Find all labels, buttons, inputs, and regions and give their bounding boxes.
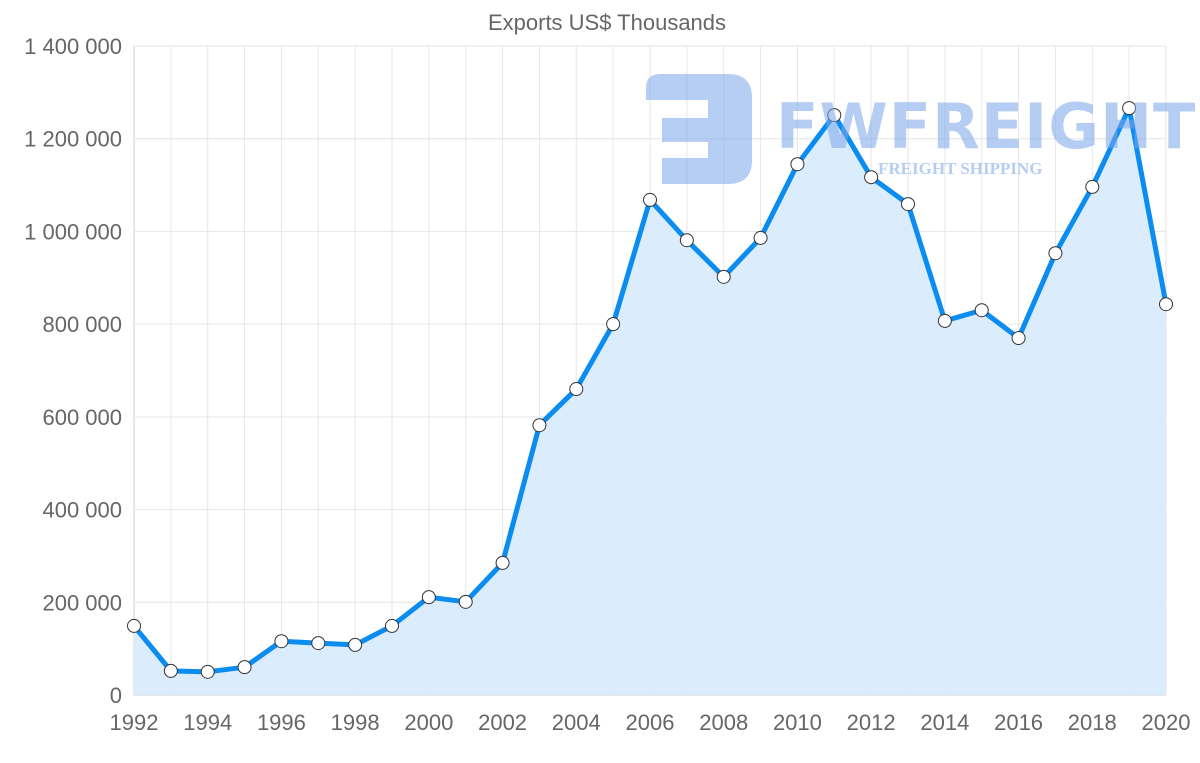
data-point [274, 634, 289, 649]
data-point [901, 197, 915, 212]
data-point [1122, 101, 1137, 116]
data-point [495, 555, 510, 570]
data-point [864, 170, 879, 185]
y-tick-label: 0 [110, 683, 122, 708]
data-point [163, 663, 178, 678]
data-point [679, 233, 694, 248]
y-tick-label: 600 000 [42, 405, 122, 430]
data-point [311, 636, 326, 651]
x-tick-label: 2018 [1068, 710, 1117, 735]
x-tick-label: 2020 [1142, 710, 1191, 735]
x-tick-label: 2012 [847, 710, 896, 735]
data-point [421, 590, 436, 605]
x-tick-label: 1992 [110, 710, 159, 735]
data-point [569, 382, 584, 397]
data-point [348, 637, 363, 652]
data-point [385, 618, 399, 633]
data-point [643, 192, 657, 207]
chart-title: Exports US$ Thousands [488, 10, 726, 35]
data-point [974, 303, 989, 318]
x-tick-label: 2010 [773, 710, 822, 735]
data-point [237, 660, 252, 675]
y-tick-label: 1 200 000 [24, 127, 122, 152]
x-tick-label: 2006 [626, 710, 675, 735]
y-tick-label: 800 000 [42, 312, 122, 337]
x-tick-label: 1996 [257, 710, 306, 735]
data-point [532, 418, 547, 433]
y-tick-label: 1 000 000 [24, 219, 122, 244]
data-point [753, 230, 768, 245]
data-point [1159, 297, 1173, 312]
x-tick-label: 2004 [552, 710, 601, 735]
y-tick-label: 1 400 000 [24, 34, 122, 59]
y-tick-label: 400 000 [42, 498, 122, 523]
data-point [458, 594, 473, 609]
data-point [1048, 246, 1063, 261]
data-point [790, 157, 805, 172]
area-fill [134, 108, 1166, 695]
x-tick-label: 2014 [920, 710, 969, 735]
data-point [127, 618, 141, 633]
x-tick-label: 1998 [331, 710, 380, 735]
data-point [937, 313, 952, 328]
x-tick-label: 2002 [478, 710, 527, 735]
x-tick-label: 2008 [699, 710, 748, 735]
data-point [827, 108, 842, 123]
data-point [200, 664, 215, 679]
x-tick-label: 2016 [994, 710, 1043, 735]
x-tick-label: 2000 [404, 710, 453, 735]
data-point [606, 317, 621, 332]
data-point [716, 269, 731, 284]
y-tick-label: 200 000 [42, 590, 122, 615]
data-point [1011, 331, 1026, 346]
x-tick-label: 1994 [183, 710, 232, 735]
data-point [1085, 179, 1100, 194]
